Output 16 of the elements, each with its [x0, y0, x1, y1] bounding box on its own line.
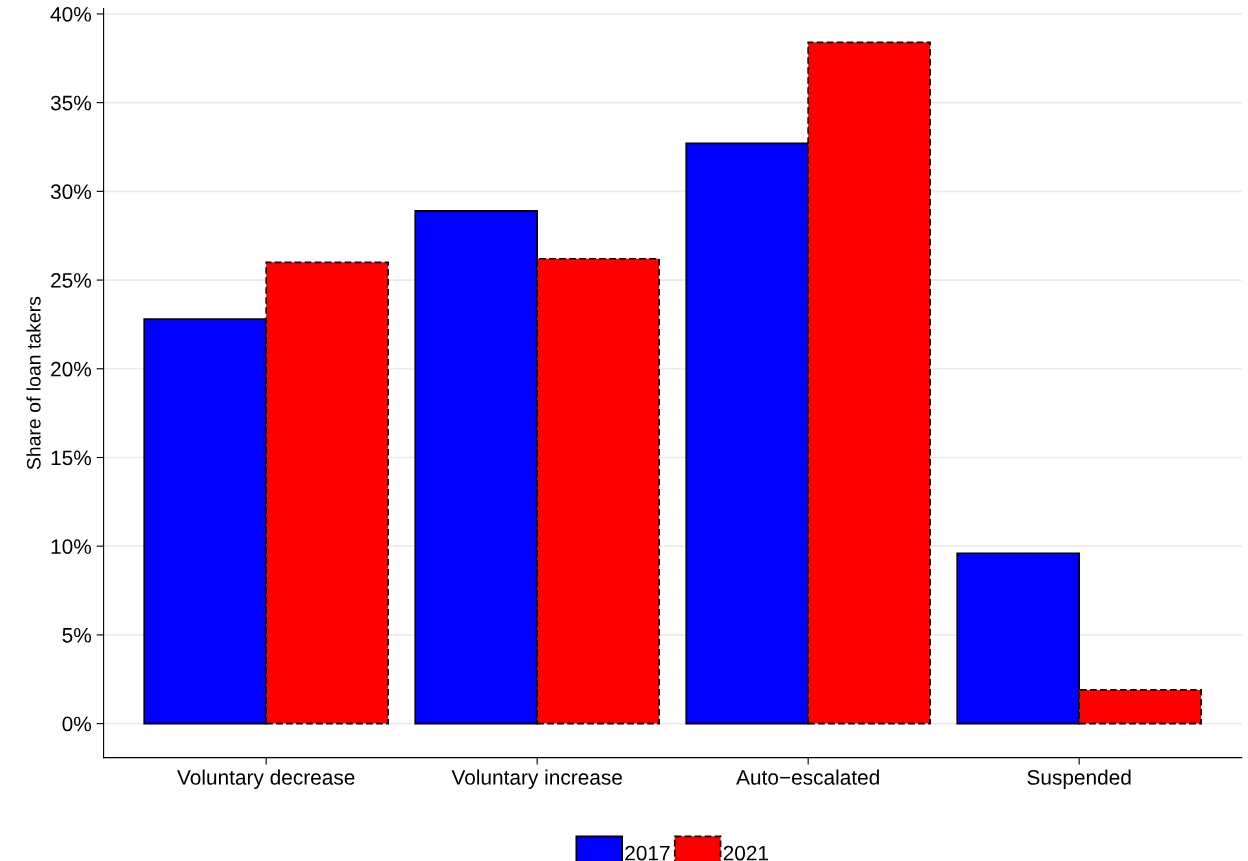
- x-tick-label: Voluntary decrease: [177, 769, 355, 789]
- legend-label: 2017: [625, 845, 670, 861]
- x-tick-label: Suspended: [1027, 769, 1131, 789]
- y-axis-title: Share of loan takers: [26, 296, 41, 470]
- x-tick-label: Auto−escalated: [736, 769, 879, 785]
- y-tick-label: 40%: [50, 6, 92, 22]
- y-tick-label: 15%: [51, 450, 92, 466]
- y-tick-label: 35%: [50, 95, 92, 111]
- y-tick-label: 25%: [51, 273, 92, 288]
- x-tick-label: Voluntary increase: [451, 769, 622, 789]
- y-tick-label: 5%: [62, 628, 92, 643]
- y-tick-label: 30%: [50, 184, 92, 200]
- y-tick-label: 0%: [62, 716, 92, 732]
- legend-label: 2021: [723, 845, 768, 861]
- y-tick-label: 20%: [51, 361, 92, 377]
- y-tick-label: 10%: [51, 539, 92, 554]
